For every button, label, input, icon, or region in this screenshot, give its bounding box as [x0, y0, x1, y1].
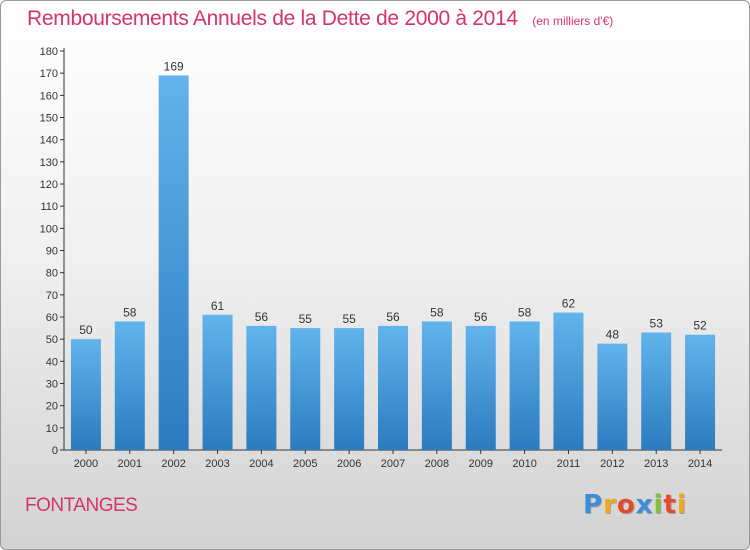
x-tick-label: 2011: [557, 458, 581, 470]
bar: [114, 321, 145, 450]
x-tick-label: 2009: [468, 458, 492, 470]
bar-value-label: 53: [650, 317, 664, 331]
bar-value-label: 55: [342, 312, 356, 326]
bar-value-label: 55: [299, 312, 313, 326]
y-tick-label: 130: [40, 157, 58, 169]
y-tick-label: 50: [46, 334, 58, 346]
bar: [246, 325, 277, 450]
y-tick-label: 120: [40, 179, 58, 191]
y-tick-label: 10: [46, 423, 58, 435]
y-tick-label: 20: [46, 401, 58, 413]
y-tick-label: 180: [40, 46, 58, 58]
x-tick-label: 2000: [74, 458, 98, 470]
logo-letter: r: [603, 490, 617, 520]
logo-letter: x: [635, 490, 654, 520]
x-tick-label: 2012: [600, 458, 624, 470]
proxiti-logo: Proxiti: [583, 490, 687, 520]
chart-title-main: Remboursements Annuels de la Dette de 20…: [27, 7, 518, 30]
bar-value-label: 56: [474, 310, 488, 324]
y-tick-label: 100: [40, 223, 58, 235]
x-tick-label: 2010: [512, 458, 536, 470]
x-tick-label: 2006: [337, 458, 361, 470]
logo-letter: i: [676, 490, 687, 520]
bar: [70, 339, 101, 450]
bar: [553, 312, 584, 450]
logo-letter: P: [583, 490, 604, 520]
x-tick-label: 2001: [118, 458, 142, 470]
chart-title-unit: (en milliers d'€): [532, 14, 614, 28]
x-tick-label: 2013: [644, 458, 668, 470]
y-tick-label: 40: [46, 356, 58, 368]
y-tick-label: 30: [46, 379, 58, 391]
bar: [597, 343, 628, 450]
y-tick-label: 150: [40, 113, 58, 125]
bar: [421, 321, 452, 450]
y-tick-label: 80: [46, 268, 58, 280]
chart-title: Remboursements Annuels de la Dette de 20…: [27, 7, 613, 31]
y-tick-label: 160: [40, 90, 58, 102]
bar-value-label: 50: [79, 323, 93, 337]
y-tick-label: 170: [40, 68, 58, 80]
x-tick-label: 2008: [425, 458, 449, 470]
bar-value-label: 58: [518, 305, 532, 319]
logo-letter: t: [663, 490, 677, 520]
y-tick-label: 60: [46, 312, 58, 324]
y-tick-label: 110: [40, 201, 58, 213]
bar-value-label: 56: [386, 310, 400, 324]
bar-value-label: 58: [430, 305, 444, 319]
bar-value-label: 56: [255, 310, 269, 324]
bar-value-label: 61: [211, 299, 225, 313]
y-tick-label: 0: [52, 445, 58, 457]
x-tick-label: 2002: [161, 458, 185, 470]
y-tick-label: 70: [46, 290, 58, 302]
bar: [202, 314, 233, 450]
x-tick-label: 2014: [688, 458, 712, 470]
bar-value-label: 58: [123, 305, 137, 319]
bar-value-label: 169: [164, 59, 184, 73]
x-tick-label: 2007: [381, 458, 405, 470]
chart-bars: [70, 75, 716, 450]
chart-labels: 50 2000 58 2001 169 2002 61 2003 56 2004 55 2005 55 2…: [74, 59, 713, 470]
bar: [465, 325, 496, 450]
bar: [685, 334, 716, 450]
logo-letter: o: [616, 490, 636, 520]
y-tick-label: 140: [40, 135, 58, 147]
bar: [641, 332, 672, 450]
bar: [290, 328, 321, 450]
bar: [334, 328, 365, 450]
bar-value-label: 52: [693, 319, 707, 333]
bar-value-label: 62: [562, 297, 576, 311]
x-tick-label: 2003: [205, 458, 229, 470]
bar: [378, 325, 408, 450]
place-name: FONTANGES: [25, 495, 138, 516]
x-tick-label: 2004: [249, 458, 273, 470]
y-tick-label: 90: [46, 246, 58, 258]
logo-letter: i: [653, 490, 664, 520]
bar-value-label: 48: [606, 328, 620, 342]
bar: [158, 75, 189, 450]
x-tick-label: 2005: [293, 458, 317, 470]
bar: [509, 321, 540, 450]
